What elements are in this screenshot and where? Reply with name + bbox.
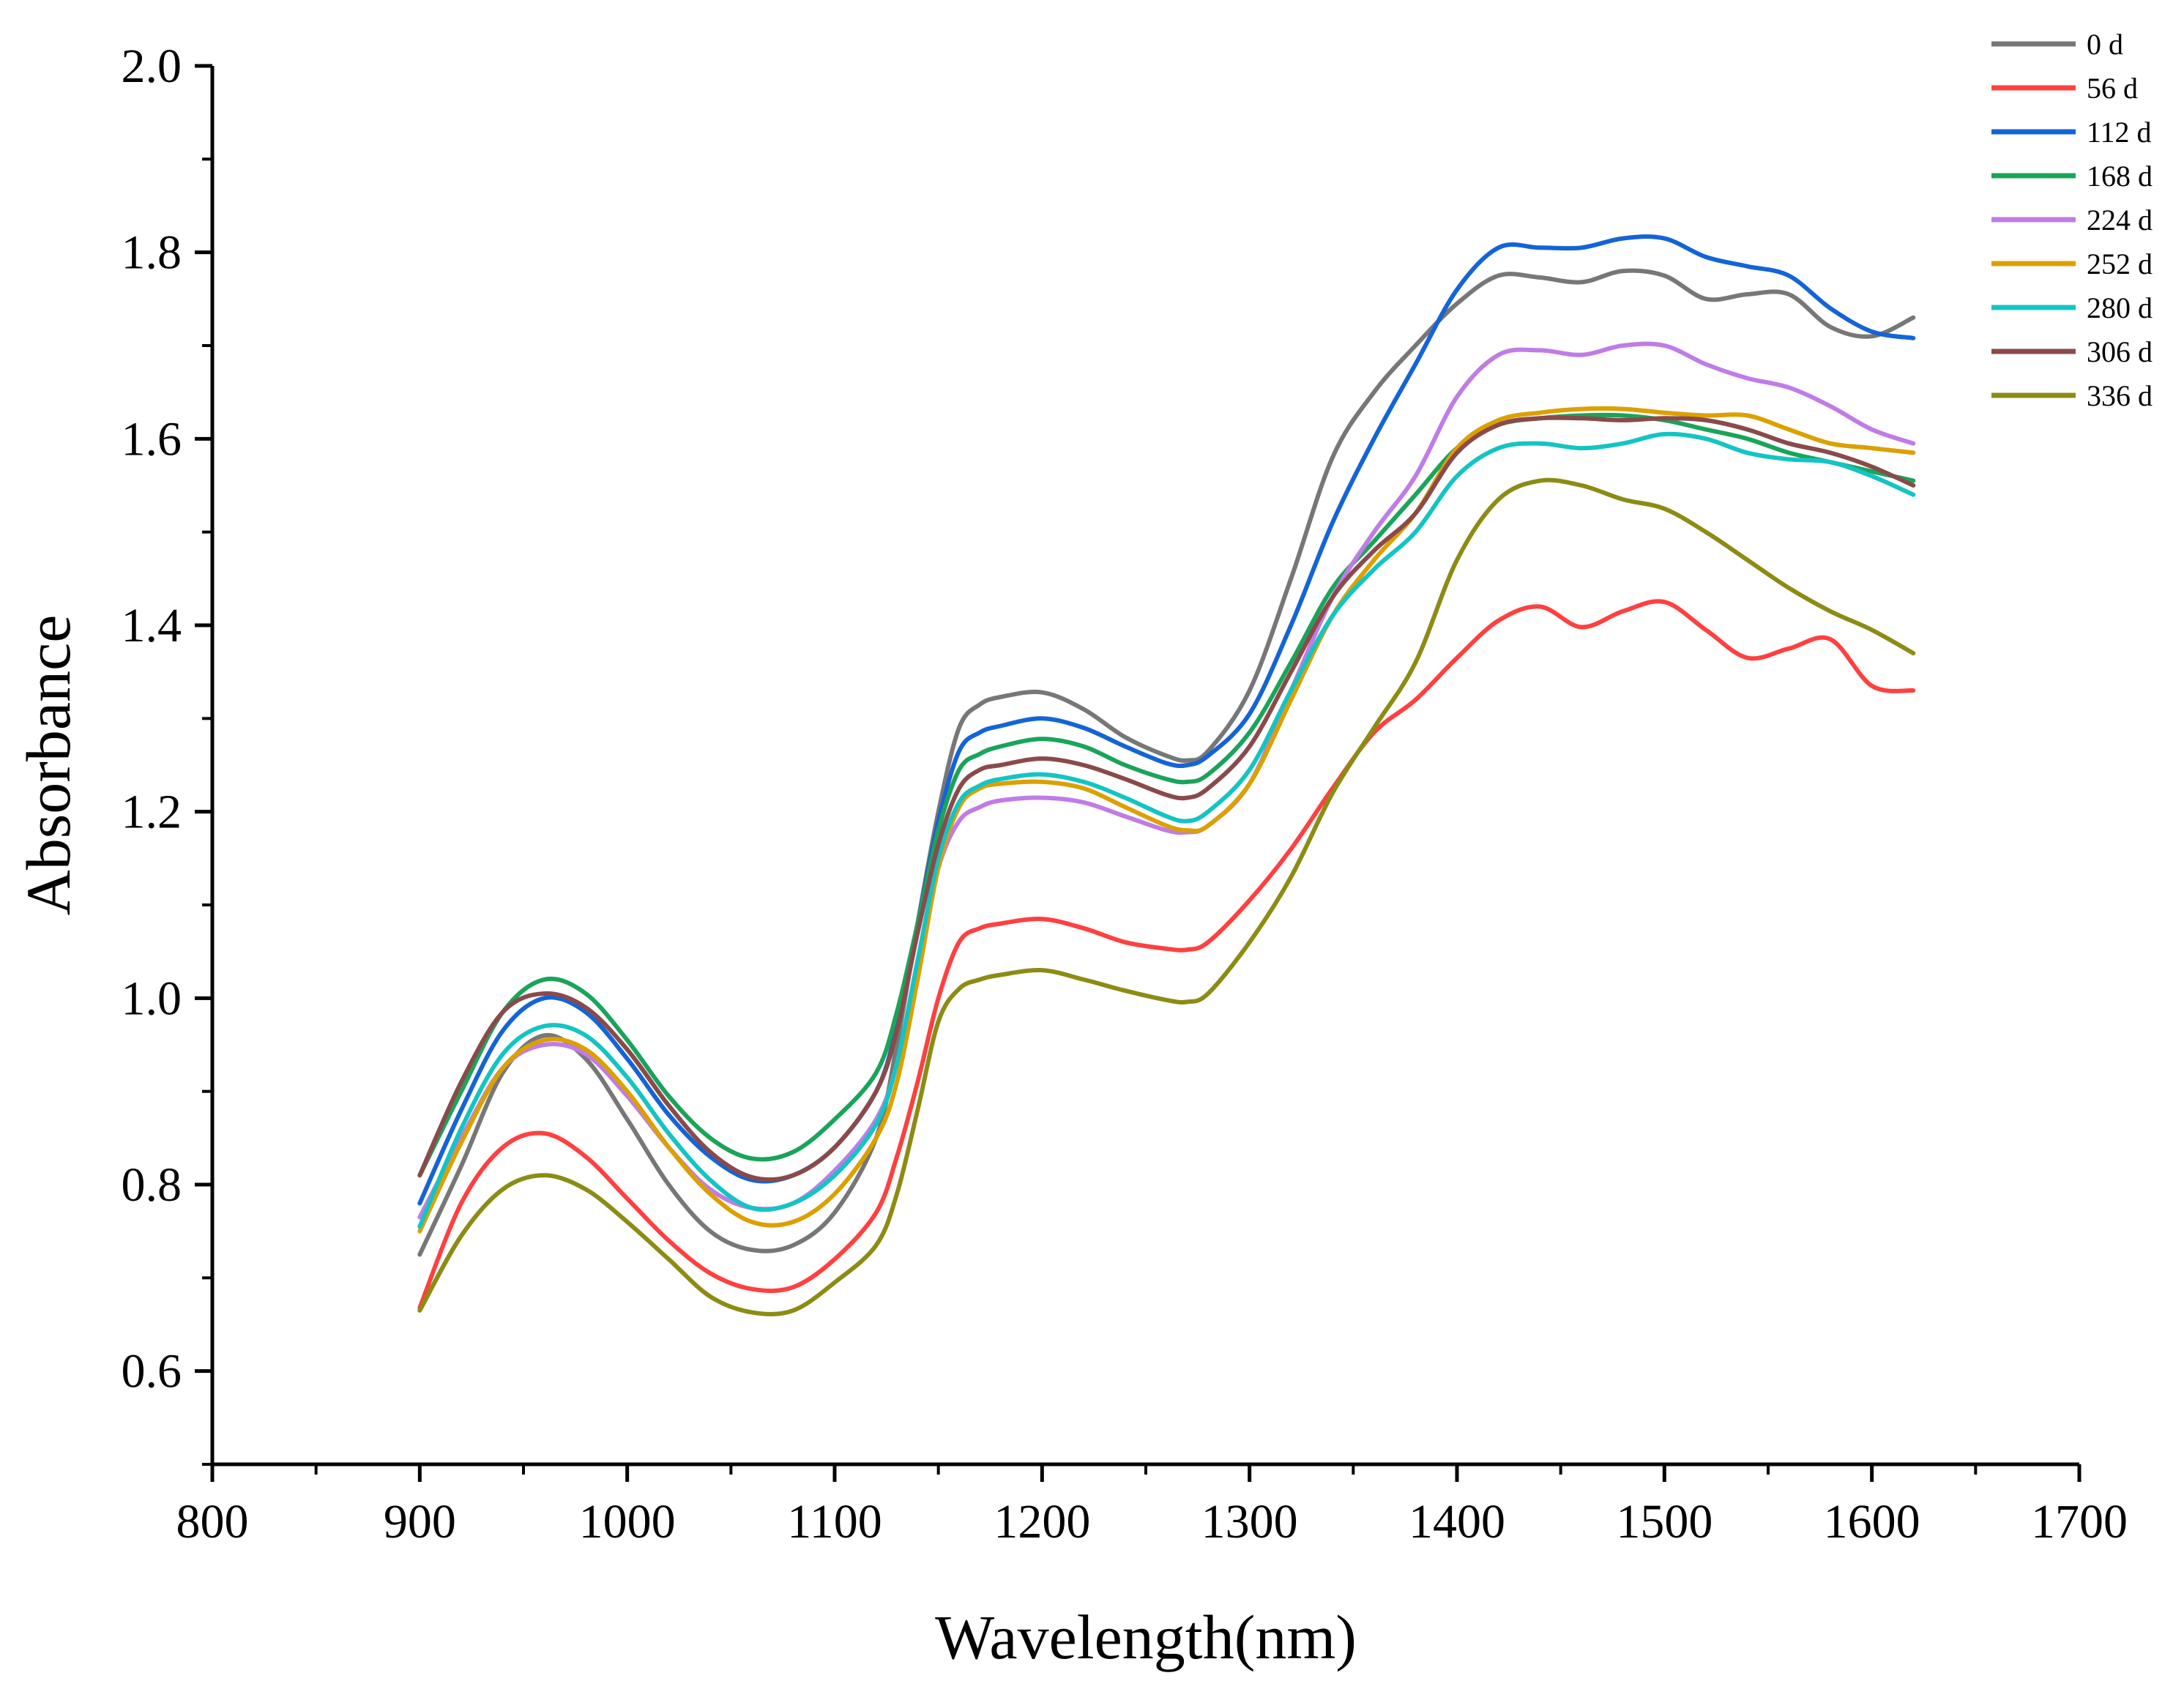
x-axis-title: Wavelength(nm) bbox=[935, 1602, 1357, 1672]
x-tick-label: 800 bbox=[176, 1495, 249, 1548]
legend-label: 224 d bbox=[2087, 204, 2153, 236]
x-tick-label: 1600 bbox=[1824, 1495, 1920, 1548]
axes bbox=[210, 66, 2079, 1466]
y-tick-label: 0.8 bbox=[122, 1158, 182, 1212]
legend-label: 112 d bbox=[2087, 116, 2152, 149]
series-lines bbox=[417, 234, 1916, 1316]
y-tick-label: 1.4 bbox=[122, 599, 182, 652]
x-tick-label: 900 bbox=[384, 1495, 456, 1548]
y-tick-label: 1.2 bbox=[122, 786, 182, 839]
series-line-56-d bbox=[417, 599, 1916, 1311]
x-tick-label: 1200 bbox=[994, 1495, 1090, 1548]
legend-label: 252 d bbox=[2087, 247, 2153, 280]
x-tick-label: 1700 bbox=[2031, 1495, 2128, 1548]
series-line-280-d bbox=[417, 431, 1916, 1229]
series-line-168-d bbox=[417, 412, 1916, 1178]
y-tick-label: 1.6 bbox=[122, 412, 182, 466]
y-tick-label: 1.0 bbox=[122, 972, 182, 1025]
series-line-336-d bbox=[417, 477, 1916, 1316]
legend-label: 336 d bbox=[2087, 379, 2153, 412]
legend-label: 306 d bbox=[2087, 335, 2153, 368]
series-line-252-d bbox=[417, 406, 1916, 1234]
legend: 0 d 56 d 112 d 168 d 224 d 252 d 280 d 306 d 336… bbox=[1991, 28, 2153, 412]
legend-label: 168 d bbox=[2087, 160, 2153, 193]
x-tick-label: 1000 bbox=[579, 1495, 676, 1548]
x-tick-label: 1300 bbox=[1201, 1495, 1298, 1548]
y-tick-label: 1.8 bbox=[122, 226, 182, 280]
y-tick-label: 0.6 bbox=[122, 1345, 182, 1398]
series-line-0-d bbox=[417, 268, 1916, 1257]
x-tick-label: 1500 bbox=[1616, 1495, 1712, 1548]
y-tick-label: 2.0 bbox=[122, 40, 182, 93]
legend-label: 56 d bbox=[2087, 72, 2138, 105]
series-line-112-d bbox=[417, 234, 1916, 1206]
legend-label: 0 d bbox=[2087, 28, 2123, 61]
x-tick-label: 1400 bbox=[1409, 1495, 1505, 1548]
y-axis-title: Absorbance bbox=[13, 615, 83, 916]
x-tick-label: 1100 bbox=[787, 1495, 882, 1548]
legend-label: 280 d bbox=[2087, 291, 2153, 324]
axis-ticks: 800 900 1000 1100 1200 1300 1400 1500 1600 1700 0.… bbox=[122, 40, 2128, 1548]
series-line-306-d bbox=[417, 415, 1916, 1182]
